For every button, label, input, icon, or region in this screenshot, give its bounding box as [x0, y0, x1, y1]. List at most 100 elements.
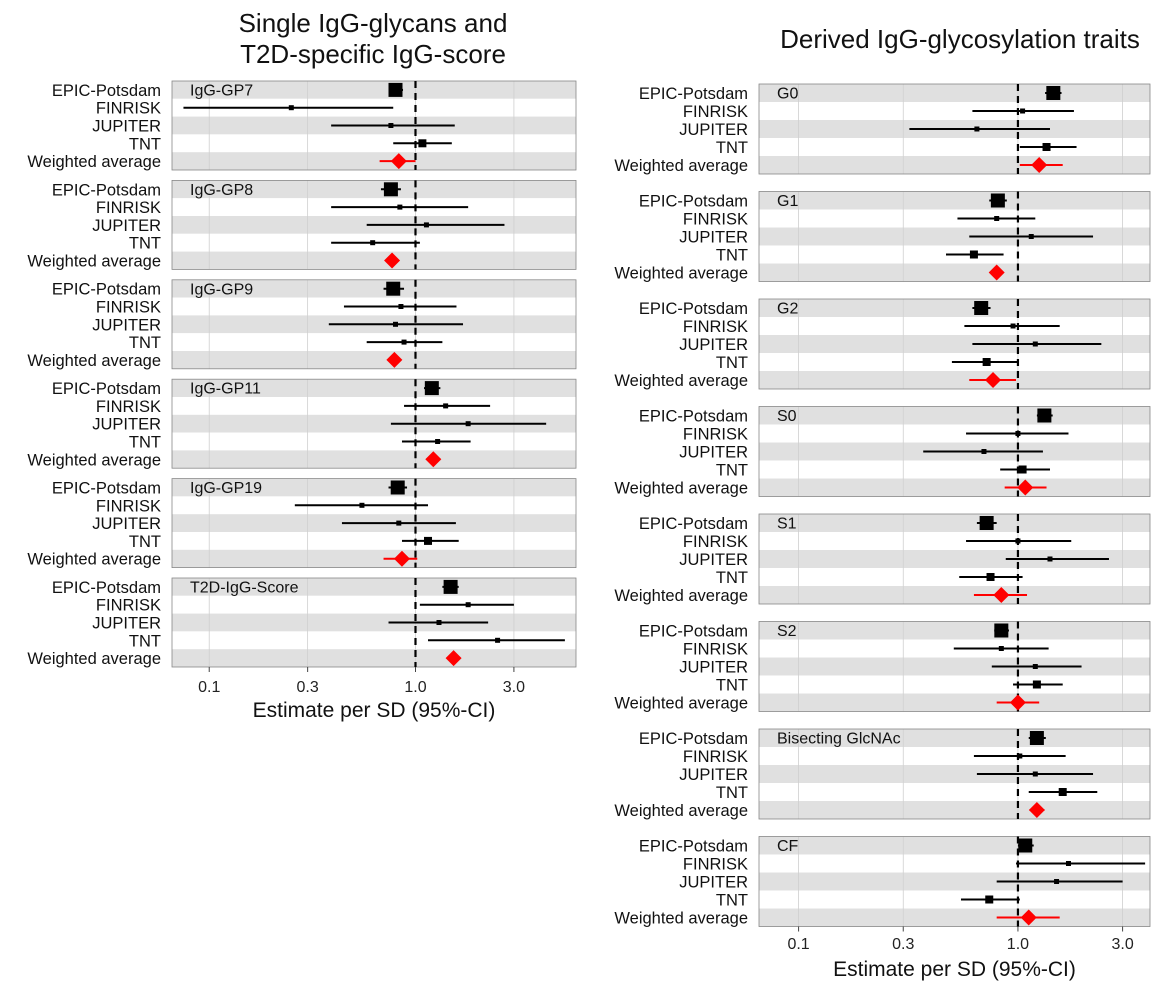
weighted-average-diamond	[1009, 694, 1026, 711]
row-band	[759, 156, 1150, 174]
study-label: FINRISK	[96, 497, 161, 515]
point-estimate	[370, 240, 376, 246]
study-label: EPIC-Potsdam	[52, 82, 161, 100]
point-estimate	[1054, 879, 1060, 884]
facet-border	[758, 406, 1151, 497]
study-label: EPIC-Potsdam	[52, 480, 161, 498]
row-band	[759, 102, 1150, 120]
weighted-average-diamond	[985, 372, 1002, 388]
point-estimate	[1032, 771, 1038, 777]
study-label: Weighted average	[27, 451, 161, 469]
facet-label: S0	[777, 408, 797, 425]
facet-s1: S1 EPIC-PotsdamFINRISKJUPITERTNTWeighted …	[614, 513, 1151, 605]
study-label: TNT	[716, 569, 748, 587]
point-estimate	[398, 304, 404, 309]
row-band	[759, 406, 1150, 425]
row-band	[172, 379, 576, 397]
study-label: EPIC-Potsdam	[52, 181, 161, 199]
study-label: TNT	[716, 462, 748, 480]
study-label: Weighted average	[27, 650, 161, 668]
facet-igg-gp7: IgG-GP7 EPIC-PotsdamFINRISKJUPITERTNTWeig…	[27, 80, 577, 171]
point-estimate	[1046, 86, 1061, 100]
facet-border	[758, 621, 1151, 712]
study-label: JUPITER	[92, 615, 161, 633]
study-label: Weighted average	[614, 910, 748, 928]
point-estimate	[388, 82, 403, 97]
row-band	[172, 631, 576, 650]
row-band	[759, 747, 1150, 765]
weighted-average-diamond	[1031, 157, 1048, 173]
facet-label: G1	[777, 193, 798, 210]
study-label: FINRISK	[96, 299, 161, 317]
study-label: TNT	[716, 892, 748, 910]
study-label: EPIC-Potsdam	[639, 193, 748, 211]
study-label: EPIC-Potsdam	[639, 838, 748, 856]
row-band	[172, 578, 576, 596]
x-tick-label: 1.0	[404, 679, 426, 696]
row-band	[759, 478, 1150, 497]
study-label: JUPITER	[92, 118, 161, 136]
point-estimate	[1015, 431, 1021, 436]
facet-igg-gp9: IgG-GP9 EPIC-PotsdamFINRISKJUPITERTNTWeig…	[27, 279, 577, 370]
study-label: TNT	[129, 334, 161, 352]
x-axis-title: Estimate per SD (95%-CI)	[253, 699, 496, 722]
x-tick-label: 0.3	[297, 679, 319, 696]
study-label: FINRISK	[96, 597, 161, 615]
study-label: Weighted average	[614, 372, 748, 390]
facet-border	[171, 279, 577, 370]
facet-label: G2	[777, 301, 798, 318]
point-estimate	[986, 573, 995, 581]
study-label: Weighted average	[614, 157, 748, 175]
row-band	[759, 138, 1150, 156]
weighted-average-diamond	[1028, 802, 1045, 818]
point-estimate	[990, 193, 1005, 208]
row-band	[172, 450, 576, 469]
facet-g2: G2 EPIC-PotsdamFINRISKJUPITERTNTWeighted …	[614, 298, 1151, 390]
facet-border	[758, 836, 1151, 927]
x-tick-label: 0.3	[892, 936, 914, 953]
row-band	[759, 532, 1150, 550]
study-label: TNT	[129, 533, 161, 551]
facet-border	[758, 83, 1151, 175]
point-estimate	[288, 105, 294, 111]
row-band	[759, 263, 1150, 282]
x-tick-label: 0.1	[198, 679, 220, 696]
point-estimate	[386, 281, 401, 296]
point-estimate	[383, 182, 398, 197]
row-band	[172, 613, 576, 632]
facet-label: T2D-IgG-Score	[190, 580, 299, 597]
x-tick-label: 3.0	[503, 679, 525, 696]
row-band	[759, 191, 1150, 210]
point-estimate	[974, 126, 980, 132]
study-label: EPIC-Potsdam	[639, 85, 748, 103]
study-label: TNT	[129, 135, 161, 153]
facet-border	[758, 298, 1151, 390]
facet-label: IgG-GP8	[190, 182, 253, 199]
point-estimate	[424, 536, 433, 545]
facet-label: IgG-GP11	[190, 381, 261, 398]
point-estimate	[1032, 664, 1038, 669]
study-label: EPIC-Potsdam	[52, 380, 161, 398]
row-band	[759, 317, 1150, 335]
study-label: JUPITER	[679, 551, 748, 569]
point-estimate	[1020, 108, 1026, 114]
point-estimate	[418, 139, 427, 148]
facet-g0: G0 EPIC-PotsdamFINRISKJUPITERTNTWeighted …	[614, 83, 1151, 175]
row-band	[172, 134, 576, 153]
point-estimate	[1032, 341, 1038, 347]
facet-border	[758, 728, 1151, 820]
x-axis-title: Estimate per SD (95%-CI)	[833, 958, 1076, 981]
study-label: EPIC-Potsdam	[639, 300, 748, 318]
study-label: TNT	[716, 677, 748, 695]
row-band	[759, 84, 1150, 102]
point-estimate	[393, 321, 399, 327]
facet-igg-gp8: IgG-GP8 EPIC-PotsdamFINRISKJUPITERTNTWeig…	[27, 179, 577, 271]
facet-border	[171, 478, 577, 569]
x-tick-label: 3.0	[1111, 936, 1133, 953]
facet-label: Bisecting GlcNAc	[777, 731, 901, 748]
point-estimate	[390, 480, 405, 495]
study-label: Weighted average	[27, 551, 161, 569]
row-band	[759, 209, 1150, 228]
point-estimate	[974, 301, 989, 315]
facet-cf: CF EPIC-PotsdamFINRISKJUPITERTNTWeighted …	[614, 836, 1151, 928]
